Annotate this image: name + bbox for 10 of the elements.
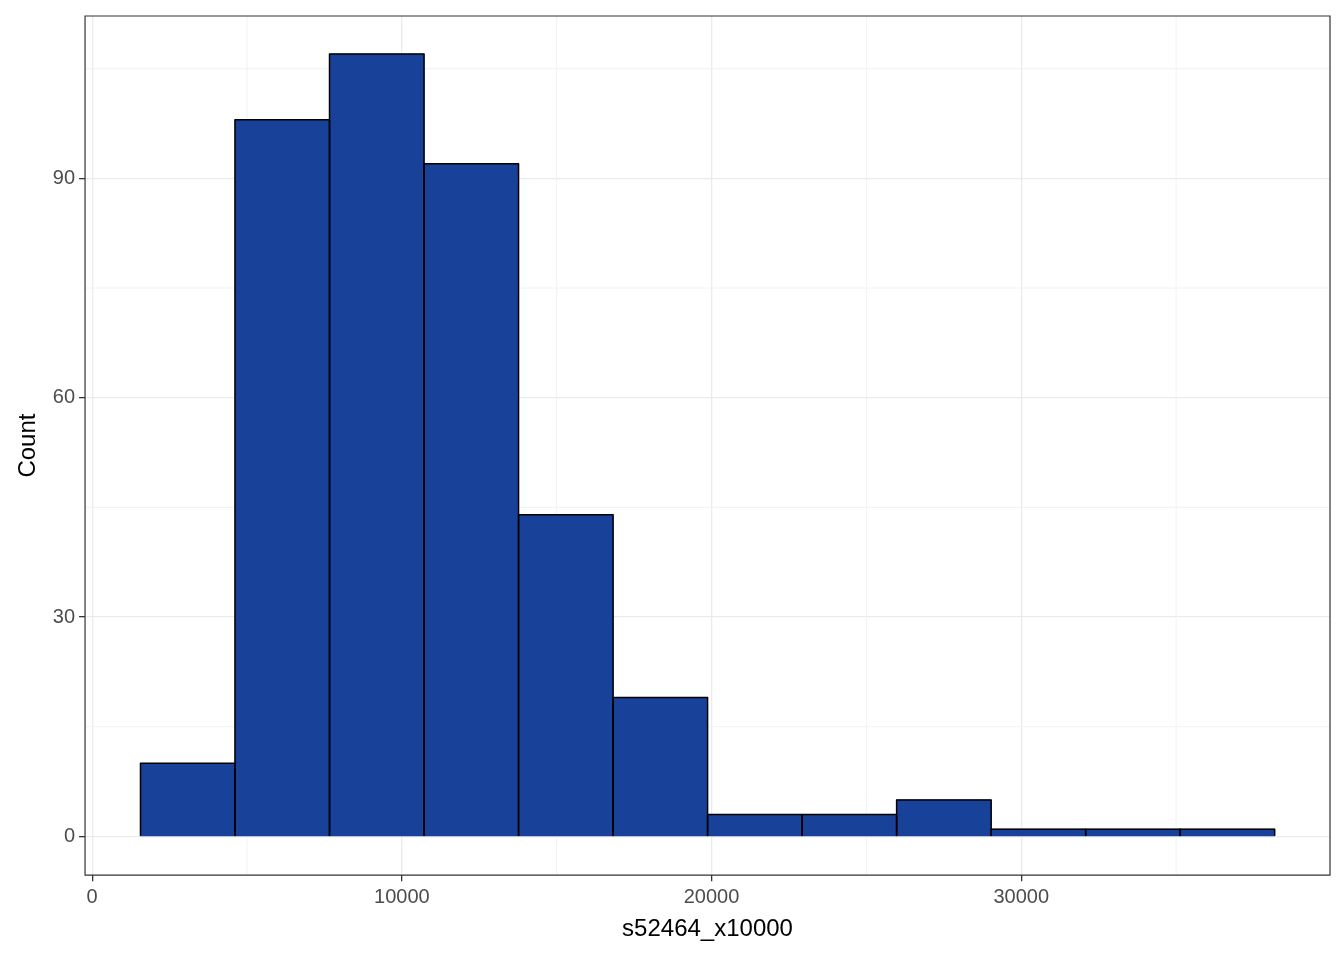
y-tick-label: 30	[52, 604, 76, 627]
y-axis-title: Count	[13, 413, 41, 478]
y-tick-label: 60	[52, 385, 76, 408]
x-tick-label: 30000	[993, 884, 1050, 907]
y-tick-label: 0	[63, 823, 76, 846]
x-axis-title: s52464_x10000	[622, 914, 793, 942]
y-tick-label: 90	[52, 165, 76, 188]
x-tick-label: 0	[86, 884, 98, 907]
x-tick-label: 20000	[683, 884, 740, 907]
x-tick-label: 10000	[374, 884, 430, 907]
